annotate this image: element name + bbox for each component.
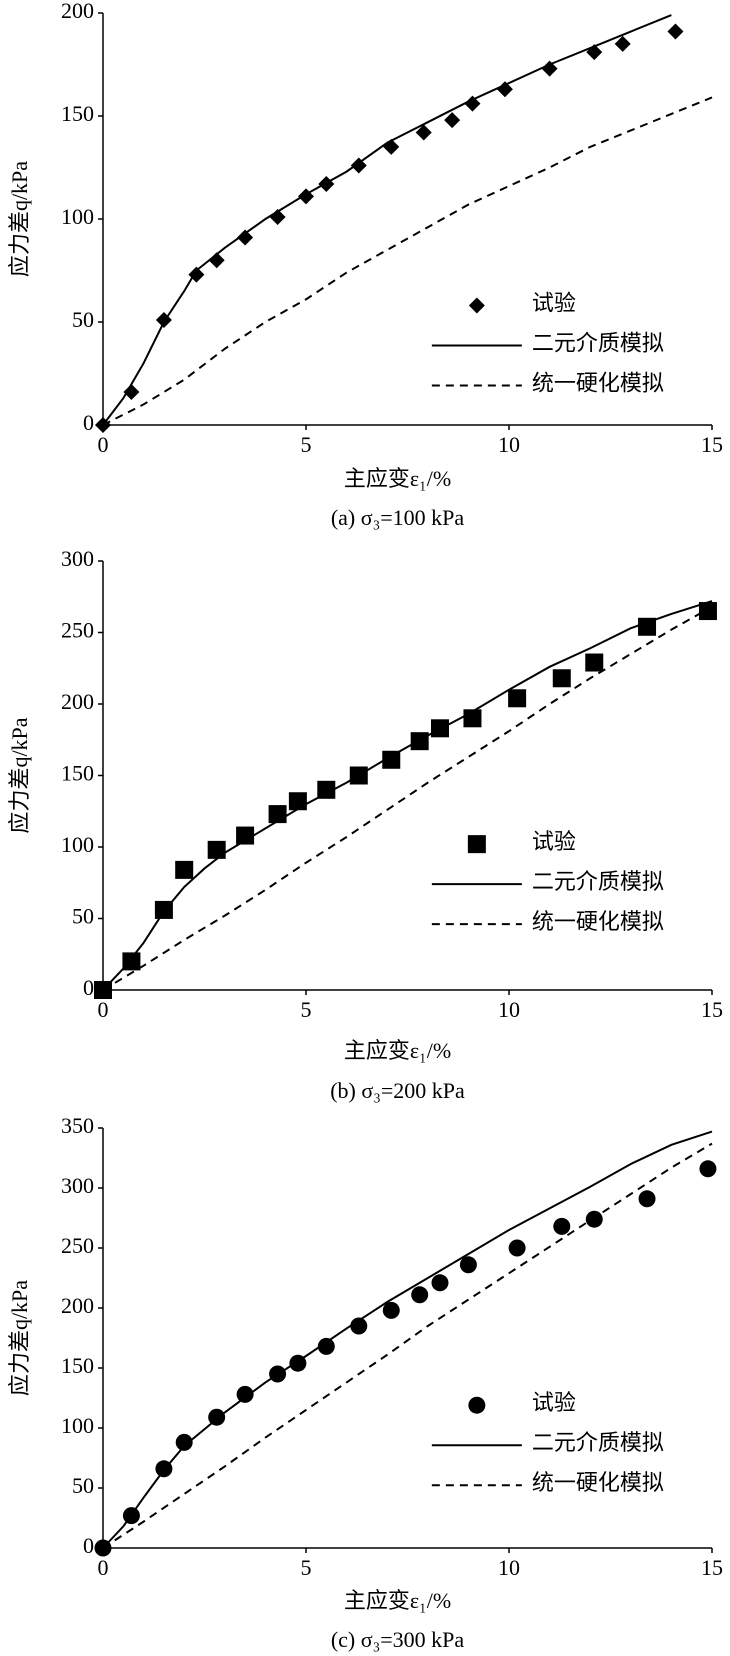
chart-panel: 0 50 100 150 200 250 300 350 0 5 10 15 主应变ε₁/% 应力差q/k… xyxy=(7,1113,723,1652)
marker xyxy=(237,229,254,246)
x-tick-label: 5 xyxy=(301,432,312,457)
marker xyxy=(552,669,571,688)
series-line xyxy=(102,96,713,426)
marker xyxy=(236,1385,254,1403)
x-tick-label: 15 xyxy=(701,997,723,1022)
y-tick-label: 0 xyxy=(83,975,94,1000)
y-tick-label: 100 xyxy=(61,204,94,229)
marker xyxy=(468,1396,486,1414)
chart-panel: 0 50 100 150 200 250 300 0 5 10 15 主应变ε₁/% 应力差q/kPa (… xyxy=(7,546,723,1103)
marker xyxy=(411,1286,429,1304)
marker xyxy=(464,95,481,112)
x-tick-label: 15 xyxy=(701,1555,723,1580)
x-axis-label: 主应变ε₁/% xyxy=(344,1588,451,1613)
y-tick-label: 200 xyxy=(61,0,94,23)
marker xyxy=(468,297,485,314)
marker xyxy=(444,112,461,129)
x-tick-label: 5 xyxy=(301,1555,312,1580)
legend-label: 二元介质模拟 xyxy=(532,1430,664,1455)
marker xyxy=(123,384,140,401)
marker xyxy=(467,835,486,854)
marker xyxy=(638,617,657,636)
y-tick-label: 100 xyxy=(61,832,94,857)
y-tick-label: 200 xyxy=(61,689,94,714)
y-tick-label: 50 xyxy=(72,307,94,332)
x-tick-label: 5 xyxy=(301,997,312,1022)
x-tick-label: 0 xyxy=(98,1555,109,1580)
y-tick-label: 200 xyxy=(61,1293,94,1318)
marker xyxy=(382,1301,400,1319)
legend-label: 统一硬化模拟 xyxy=(532,909,664,934)
marker xyxy=(496,81,513,98)
marker xyxy=(207,840,226,859)
y-tick-label: 300 xyxy=(61,1173,94,1198)
marker xyxy=(459,1256,477,1274)
marker xyxy=(431,1274,449,1292)
caption: (a) σ₃=100 kPa xyxy=(331,505,465,530)
marker xyxy=(553,1217,571,1235)
legend-label: 统一硬化模拟 xyxy=(532,1470,664,1495)
y-tick-label: 0 xyxy=(83,410,94,435)
y-tick-label: 250 xyxy=(61,618,94,643)
marker xyxy=(236,826,255,845)
x-tick-label: 0 xyxy=(98,997,109,1022)
marker xyxy=(614,35,631,52)
legend-label: 二元介质模拟 xyxy=(532,331,664,356)
x-tick-label: 10 xyxy=(498,432,520,457)
marker xyxy=(288,792,307,811)
x-tick-label: 10 xyxy=(498,997,520,1022)
series-line xyxy=(102,1142,713,1549)
marker xyxy=(175,860,194,879)
marker xyxy=(585,653,604,672)
marker xyxy=(585,1210,603,1228)
y-tick-label: 0 xyxy=(83,1533,94,1558)
y-tick-label: 150 xyxy=(61,1353,94,1378)
marker xyxy=(541,60,558,77)
x-tick-label: 15 xyxy=(701,432,723,457)
y-tick-label: 100 xyxy=(61,1413,94,1438)
series-line xyxy=(102,1130,713,1549)
marker xyxy=(175,1433,193,1451)
caption: (b) σ₃=200 kPa xyxy=(330,1078,465,1103)
marker xyxy=(350,157,367,174)
marker xyxy=(508,1239,526,1257)
marker xyxy=(350,1317,368,1335)
y-tick-label: 250 xyxy=(61,1233,94,1258)
marker xyxy=(638,1190,656,1208)
marker xyxy=(698,602,717,621)
y-tick-label: 150 xyxy=(61,761,94,786)
x-axis-label: 主应变ε₁/% xyxy=(344,466,451,491)
x-axis-label: 主应变ε₁/% xyxy=(344,1038,451,1063)
marker xyxy=(415,124,432,141)
y-axis-label: 应力差q/kPa xyxy=(7,161,32,277)
chart-panel: 0 50 100 150 200 0 5 10 15 主应变ε₁/% 应力差q/kPa (a) σ₃=… xyxy=(7,0,723,530)
series-line xyxy=(102,600,713,991)
marker xyxy=(667,23,684,40)
series-line xyxy=(102,14,672,426)
series-line xyxy=(102,605,713,991)
legend-label: 统一硬化模拟 xyxy=(532,371,664,396)
y-tick-label: 150 xyxy=(61,101,94,126)
y-tick-label: 50 xyxy=(72,1473,94,1498)
legend-label: 二元介质模拟 xyxy=(532,869,664,894)
marker xyxy=(317,780,336,799)
legend-label: 试验 xyxy=(532,291,576,316)
marker xyxy=(208,252,225,269)
marker xyxy=(382,750,401,769)
legend-label: 试验 xyxy=(532,829,576,854)
marker xyxy=(317,1337,335,1355)
legend-label: 试验 xyxy=(532,1390,576,1415)
marker xyxy=(122,952,141,971)
y-axis-label: 应力差q/kPa xyxy=(7,717,32,833)
y-axis-label: 应力差q/kPa xyxy=(7,1280,32,1396)
y-tick-label: 350 xyxy=(61,1113,94,1138)
x-tick-label: 0 xyxy=(98,432,109,457)
y-tick-label: 300 xyxy=(61,546,94,571)
caption: (c) σ₃=300 kPa xyxy=(331,1627,465,1652)
marker xyxy=(699,1160,717,1178)
y-tick-label: 50 xyxy=(72,904,94,929)
x-tick-label: 10 xyxy=(498,1555,520,1580)
marker xyxy=(508,689,527,708)
